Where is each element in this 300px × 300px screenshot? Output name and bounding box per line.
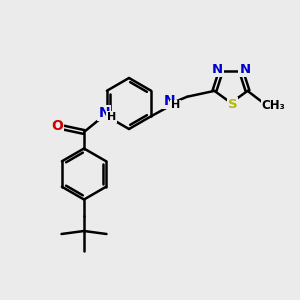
- Text: N: N: [98, 106, 110, 120]
- Text: H: H: [107, 112, 116, 122]
- Text: N: N: [212, 63, 223, 76]
- Text: H: H: [171, 100, 181, 110]
- Text: O: O: [51, 119, 63, 133]
- Text: N: N: [163, 94, 175, 108]
- Text: S: S: [228, 98, 237, 111]
- Text: CH₃: CH₃: [262, 99, 286, 112]
- Text: N: N: [239, 63, 250, 76]
